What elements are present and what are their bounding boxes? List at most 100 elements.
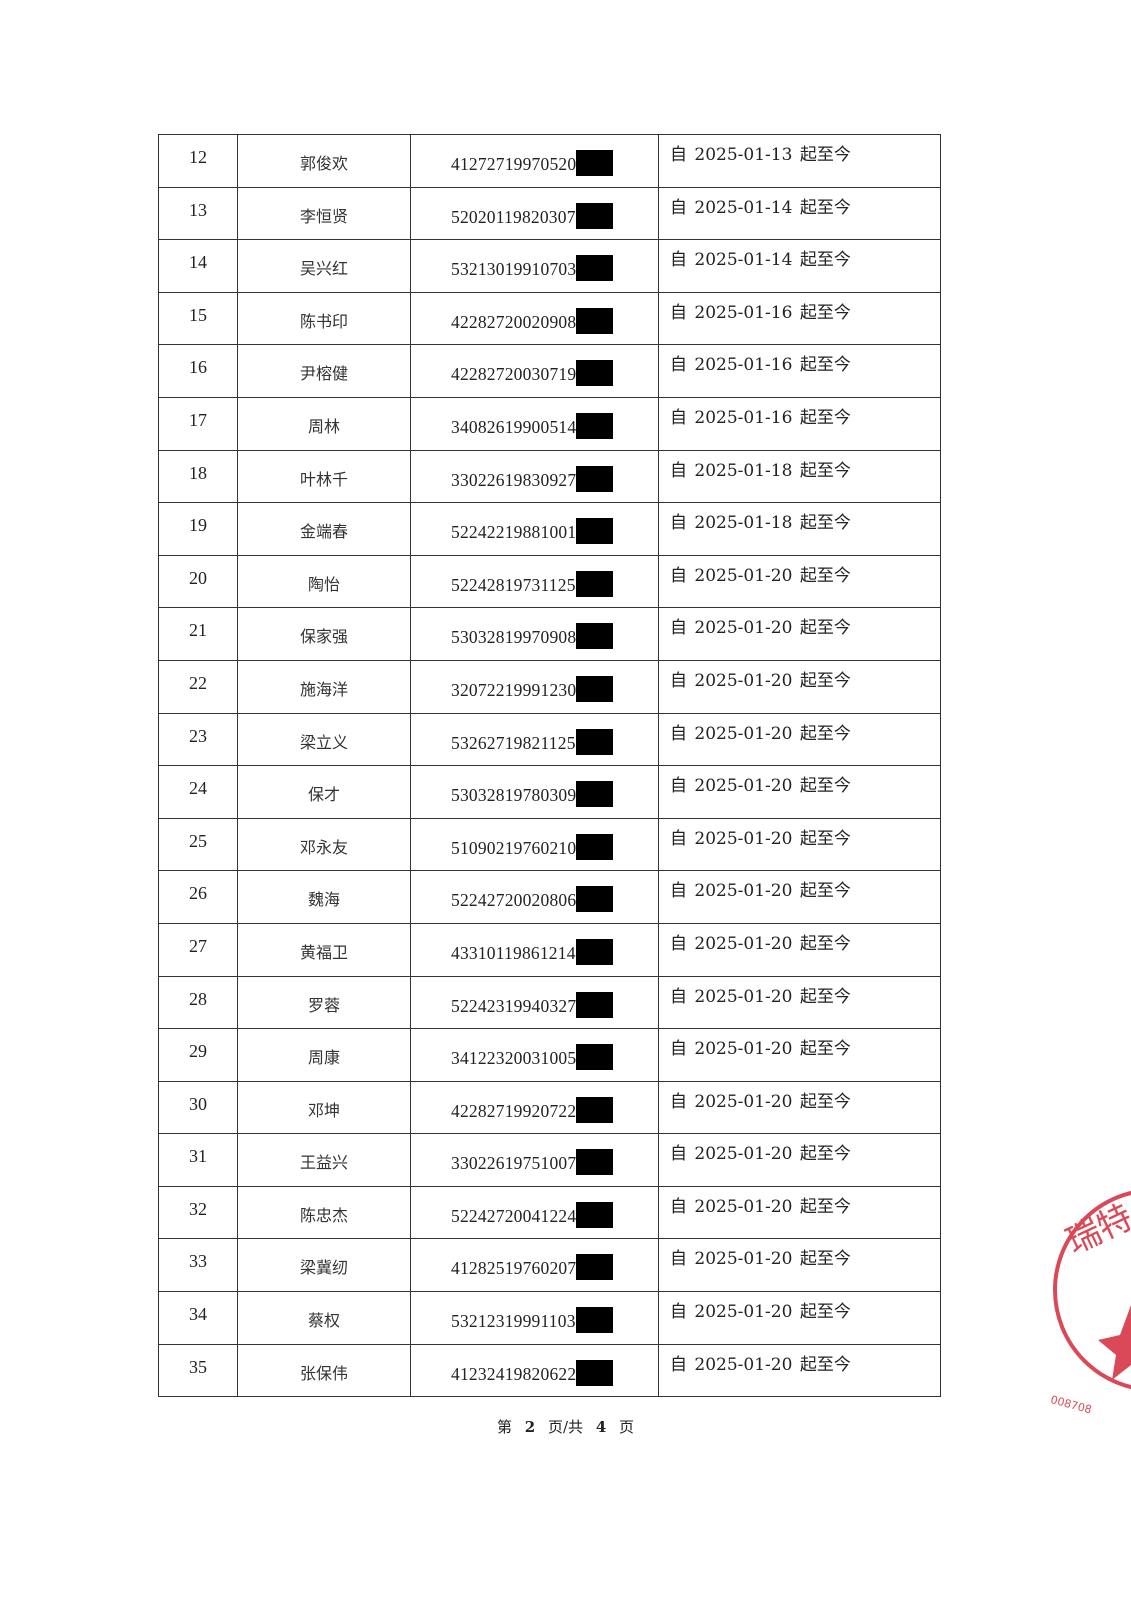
id-number-cell: 41282519760207 xyxy=(410,1238,659,1293)
since-date: 2025-01-16 xyxy=(694,355,793,376)
since-cell: 自 2025-01-16 起至今 xyxy=(658,291,941,346)
id-number: 42282719920722 xyxy=(451,1100,577,1121)
id-number: 53032819970908 xyxy=(451,627,577,648)
row-number: 18 xyxy=(158,449,238,504)
id-number-cell: 42282720020908 xyxy=(410,291,659,346)
redaction-box xyxy=(576,991,614,1018)
since-suffix: 起至今 xyxy=(799,828,851,849)
since-prefix: 自 xyxy=(670,1039,687,1060)
person-name: 金端春 xyxy=(237,502,411,556)
svg-text:008708: 008708 xyxy=(1049,1393,1093,1416)
person-name: 尹榕健 xyxy=(237,344,411,398)
since-prefix: 自 xyxy=(670,828,687,849)
person-name: 梁冀纫 xyxy=(237,1238,411,1293)
since-suffix: 起至今 xyxy=(799,1039,851,1060)
id-number-cell: 53032819780309 xyxy=(410,765,659,819)
row-number: 21 xyxy=(158,607,238,661)
table-row: 35 张保伟 41232419820622 自 2025-01-20 起至今 xyxy=(158,1343,941,1398)
row-number: 29 xyxy=(158,1028,238,1082)
row-number: 34 xyxy=(158,1291,238,1345)
person-name: 邓永友 xyxy=(237,817,411,872)
row-number: 22 xyxy=(158,659,238,714)
person-name: 张保伟 xyxy=(237,1343,411,1398)
redaction-box xyxy=(576,412,614,439)
person-name: 郭俊欢 xyxy=(237,134,411,188)
table-row: 27 黄福卫 43310119861214 自 2025-01-20 起至今 xyxy=(158,922,941,977)
table-row: 33 梁冀纫 41282519760207 自 2025-01-20 起至今 xyxy=(158,1238,941,1293)
since-suffix: 起至今 xyxy=(799,302,851,323)
since-date: 2025-01-20 xyxy=(694,723,793,744)
redaction-box xyxy=(576,360,614,387)
id-number-cell: 34082619900514 xyxy=(410,396,659,451)
person-name: 周林 xyxy=(237,396,411,451)
since-cell: 自 2025-01-20 起至今 xyxy=(658,975,941,1030)
table-row: 25 邓永友 51090219760210 自 2025-01-20 起至今 xyxy=(158,817,941,872)
table-row: 31 王益兴 33022619751007 自 2025-01-20 起至今 xyxy=(158,1133,941,1187)
id-number: 52242720020806 xyxy=(451,890,577,911)
id-number: 53212319991103 xyxy=(451,1311,576,1332)
id-number: 43310119861214 xyxy=(451,942,576,963)
id-number-cell: 53212319991103 xyxy=(410,1291,659,1345)
redaction-box xyxy=(576,781,614,808)
since-prefix: 自 xyxy=(670,881,687,902)
redaction-box xyxy=(576,1254,614,1281)
id-number: 52242319940327 xyxy=(451,995,577,1016)
person-name: 邓坤 xyxy=(237,1080,411,1135)
since-cell: 自 2025-01-20 起至今 xyxy=(658,1238,941,1293)
id-number: 52242720041224 xyxy=(451,1205,577,1226)
since-prefix: 自 xyxy=(670,1302,687,1323)
page-prefix: 第 xyxy=(496,1418,512,1436)
row-number: 14 xyxy=(158,239,238,293)
table-row: 13 李恒贤 52020119820307 自 2025-01-14 起至今 xyxy=(158,186,941,241)
id-number: 42282720030719 xyxy=(451,364,577,385)
id-number-cell: 42282719920722 xyxy=(410,1080,659,1135)
since-suffix: 起至今 xyxy=(799,1354,851,1375)
redaction-box xyxy=(576,886,614,913)
since-cell: 自 2025-01-13 起至今 xyxy=(658,134,941,188)
since-date: 2025-01-16 xyxy=(694,302,793,323)
id-number: 51090219760210 xyxy=(451,837,577,858)
since-cell: 自 2025-01-20 起至今 xyxy=(658,1343,941,1398)
id-number: 41282519760207 xyxy=(451,1258,577,1279)
row-number: 12 xyxy=(158,134,238,188)
person-name: 罗蓉 xyxy=(237,975,411,1030)
since-suffix: 起至今 xyxy=(799,933,851,954)
since-date: 2025-01-20 xyxy=(694,1196,793,1217)
since-prefix: 自 xyxy=(670,1249,687,1270)
id-number-cell: 43310119861214 xyxy=(410,922,659,977)
id-number-cell: 51090219760210 xyxy=(410,817,659,872)
row-number: 33 xyxy=(158,1238,238,1293)
person-name: 陈忠杰 xyxy=(237,1185,411,1240)
since-date: 2025-01-20 xyxy=(694,565,793,586)
since-suffix: 起至今 xyxy=(799,776,851,797)
since-cell: 自 2025-01-20 起至今 xyxy=(658,1133,941,1187)
id-number: 52242819731125 xyxy=(451,574,576,595)
row-number: 32 xyxy=(158,1185,238,1240)
page-number: 2 xyxy=(524,1418,536,1436)
id-number: 33022619751007 xyxy=(451,1153,577,1174)
person-name: 蔡权 xyxy=(237,1291,411,1345)
person-name: 陶怡 xyxy=(237,554,411,609)
since-date: 2025-01-20 xyxy=(694,1091,793,1112)
table-row: 23 梁立义 53262719821125 自 2025-01-20 起至今 xyxy=(158,712,941,767)
id-number-cell: 33022619830927 xyxy=(410,449,659,504)
table-row: 24 保才 53032819780309 自 2025-01-20 起至今 xyxy=(158,765,941,819)
since-date: 2025-01-20 xyxy=(694,1039,793,1060)
id-number: 53213019910703 xyxy=(451,259,577,280)
seal-star-icon xyxy=(1098,1305,1131,1380)
redaction-box xyxy=(576,150,614,176)
since-cell: 自 2025-01-20 起至今 xyxy=(658,870,941,924)
since-prefix: 自 xyxy=(670,565,687,586)
since-date: 2025-01-20 xyxy=(694,881,793,902)
table-row: 28 罗蓉 52242319940327 自 2025-01-20 起至今 xyxy=(158,975,941,1030)
table-row: 30 邓坤 42282719920722 自 2025-01-20 起至今 xyxy=(158,1080,941,1135)
id-number: 41232419820622 xyxy=(451,1363,577,1384)
id-number-cell: 52242720020806 xyxy=(410,870,659,924)
row-number: 35 xyxy=(158,1343,238,1398)
since-suffix: 起至今 xyxy=(799,1144,851,1165)
table-row: 26 魏海 52242720020806 自 2025-01-20 起至今 xyxy=(158,870,941,924)
person-name: 保才 xyxy=(237,765,411,819)
since-cell: 自 2025-01-16 起至今 xyxy=(658,344,941,398)
table-row: 14 吴兴红 53213019910703 自 2025-01-14 起至今 xyxy=(158,239,941,293)
table-row: 34 蔡权 53212319991103 自 2025-01-20 起至今 xyxy=(158,1291,941,1345)
